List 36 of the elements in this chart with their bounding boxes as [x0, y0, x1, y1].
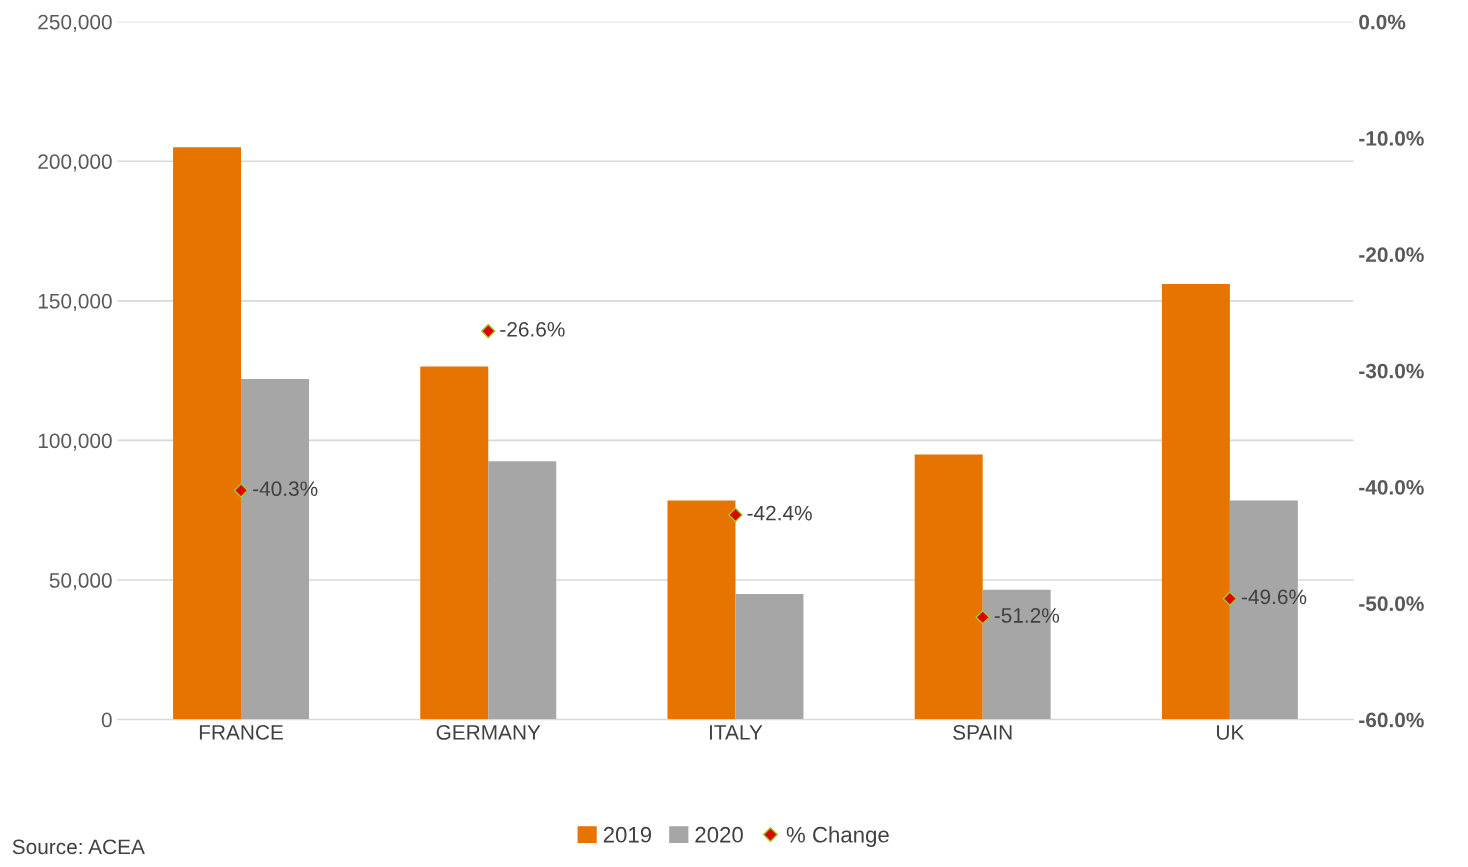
x-tick-label: UK [1217, 725, 1245, 740]
bar [735, 593, 804, 720]
bar [420, 366, 489, 720]
y-tick-label: 200,000 [38, 154, 112, 172]
bar [488, 461, 557, 720]
point [233, 483, 249, 498]
bar [667, 500, 736, 720]
point [728, 507, 743, 523]
bar [173, 147, 242, 720]
y2-tick-label: -30.0% [1359, 363, 1424, 379]
y2-tick-label: -10.0% [1359, 131, 1424, 146]
source-note: Source: ACEA [12, 839, 145, 855]
bar [914, 454, 983, 720]
point [480, 323, 496, 339]
y2-tick-label: -20.0% [1359, 247, 1424, 263]
y-tick-label: 0 [101, 712, 112, 728]
x-tick-label: GERMANY [436, 725, 541, 740]
x-tick-label: SPAIN [953, 725, 1012, 740]
x-tick-label: ITALY [709, 725, 763, 740]
legend-label: 2019 [603, 826, 652, 843]
y-tick-label: 100,000 [38, 433, 112, 451]
legend-label: 2020 [695, 826, 743, 843]
x-tick-label: FRANCE [199, 725, 283, 740]
data-label: -42.4% [747, 505, 812, 521]
y2-tick-label: -60.0% [1359, 712, 1424, 728]
y2-tick-label: -40.0% [1359, 479, 1424, 495]
y-tick-label: 250,000 [38, 14, 112, 32]
bar [1161, 284, 1230, 720]
y2-tick-label: -50.0% [1359, 596, 1424, 612]
y-tick-label: 50,000 [49, 573, 112, 591]
data-label: -26.6% [500, 321, 565, 337]
y-tick-label: 150,000 [38, 293, 112, 312]
legend-label: % Change [786, 826, 889, 847]
point [1222, 591, 1238, 606]
point [975, 609, 990, 625]
y2-tick-label: 0.0% [1359, 14, 1406, 30]
